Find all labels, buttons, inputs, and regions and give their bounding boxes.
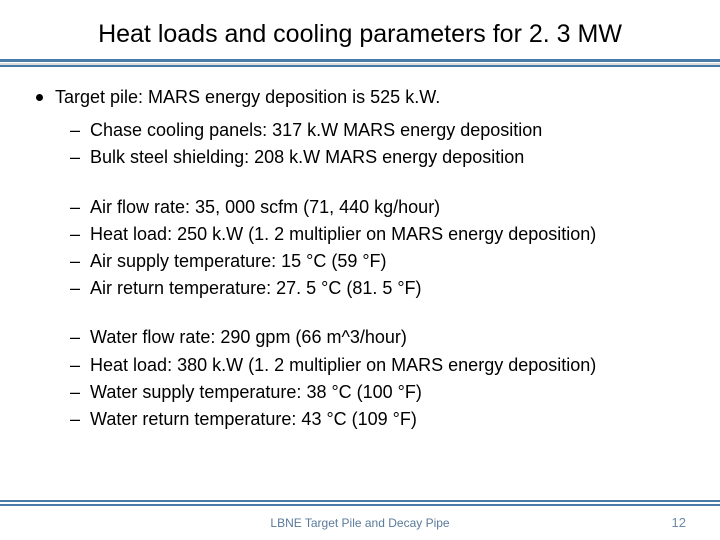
slide-title: Heat loads and cooling parameters for 2.… bbox=[0, 20, 720, 59]
dash-icon: – bbox=[70, 195, 80, 220]
sub-bullet: – Water return temperature: 43 °C (109 °… bbox=[70, 407, 684, 432]
sub-bullet: – Air supply temperature: 15 °C (59 °F) bbox=[70, 249, 684, 274]
sub-bullet: – Air flow rate: 35, 000 scfm (71, 440 k… bbox=[70, 195, 684, 220]
sub-bullet-text: Water supply temperature: 38 °C (100 °F) bbox=[90, 380, 422, 405]
sub-bullet-text: Chase cooling panels: 317 k.W MARS energ… bbox=[90, 118, 542, 143]
sub-bullet-text: Air flow rate: 35, 000 scfm (71, 440 kg/… bbox=[90, 195, 440, 220]
spacer bbox=[36, 303, 684, 325]
sub-bullet: – Heat load: 250 k.W (1. 2 multiplier on… bbox=[70, 222, 684, 247]
bullet-dot-icon bbox=[36, 94, 43, 101]
sub-bullet: – Water flow rate: 290 gpm (66 m^3/hour) bbox=[70, 325, 684, 350]
bullet-main-text: Target pile: MARS energy deposition is 5… bbox=[55, 85, 440, 110]
sub-bullet-text: Bulk steel shielding: 208 k.W MARS energ… bbox=[90, 145, 524, 170]
sub-bullet-text: Water flow rate: 290 gpm (66 m^3/hour) bbox=[90, 325, 407, 350]
content-area: Target pile: MARS energy deposition is 5… bbox=[0, 85, 720, 432]
sub-bullet: – Air return temperature: 27. 5 °C (81. … bbox=[70, 276, 684, 301]
footer-divider bbox=[0, 500, 720, 506]
dash-icon: – bbox=[70, 145, 80, 170]
sub-bullet-text: Heat load: 250 k.W (1. 2 multiplier on M… bbox=[90, 222, 596, 247]
bullet-main: Target pile: MARS energy deposition is 5… bbox=[36, 85, 684, 110]
spacer bbox=[36, 173, 684, 195]
slide: Heat loads and cooling parameters for 2.… bbox=[0, 0, 720, 540]
page-number: 12 bbox=[672, 515, 686, 530]
dash-icon: – bbox=[70, 407, 80, 432]
dash-icon: – bbox=[70, 353, 80, 378]
sub-bullet: – Bulk steel shielding: 208 k.W MARS ene… bbox=[70, 145, 684, 170]
sub-bullet-text: Heat load: 380 k.W (1. 2 multiplier on M… bbox=[90, 353, 596, 378]
footer-label: LBNE Target Pile and Decay Pipe bbox=[0, 516, 720, 530]
sub-bullet: – Water supply temperature: 38 °C (100 °… bbox=[70, 380, 684, 405]
sub-bullet-text: Air return temperature: 27. 5 °C (81. 5 … bbox=[90, 276, 422, 301]
sub-bullet-text: Air supply temperature: 15 °C (59 °F) bbox=[90, 249, 387, 274]
sub-bullet: – Chase cooling panels: 317 k.W MARS ene… bbox=[70, 118, 684, 143]
dash-icon: – bbox=[70, 222, 80, 247]
dash-icon: – bbox=[70, 276, 80, 301]
dash-icon: – bbox=[70, 380, 80, 405]
dash-icon: – bbox=[70, 118, 80, 143]
sub-bullet-text: Water return temperature: 43 °C (109 °F) bbox=[90, 407, 417, 432]
sub-bullet: – Heat load: 380 k.W (1. 2 multiplier on… bbox=[70, 353, 684, 378]
dash-icon: – bbox=[70, 325, 80, 350]
title-divider bbox=[0, 59, 720, 67]
dash-icon: – bbox=[70, 249, 80, 274]
